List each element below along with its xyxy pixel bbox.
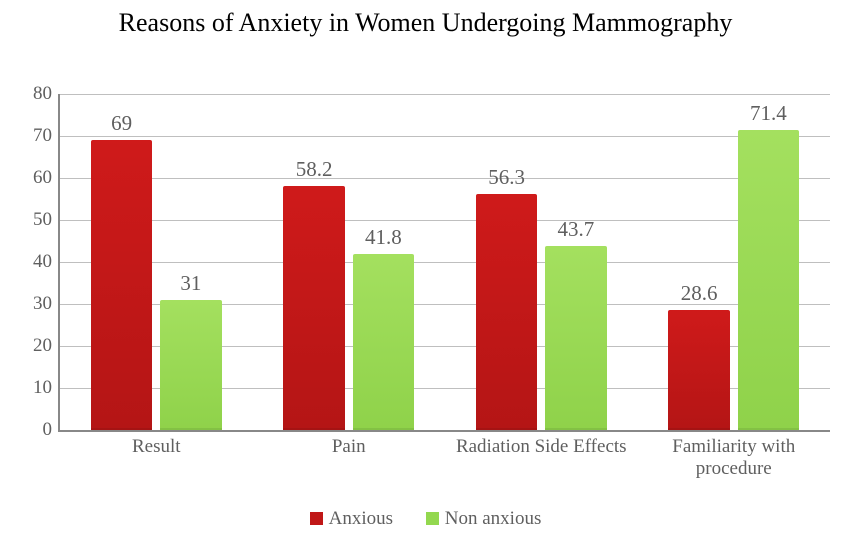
chart-title-text: Reasons of Anxiety in Women Undergoing M… xyxy=(119,8,733,37)
ytick-label: 0 xyxy=(43,419,61,441)
xtick-label: Pain xyxy=(257,430,440,458)
bar-non-anxious: 41.8 xyxy=(353,254,415,430)
bar-value-label: 31 xyxy=(180,271,201,300)
ytick-label: 50 xyxy=(33,209,60,231)
ytick-label: 20 xyxy=(33,335,60,357)
bar-anxious: 58.2 xyxy=(283,186,345,430)
bar-anxious: 28.6 xyxy=(668,310,730,430)
bar-anxious: 56.3 xyxy=(476,194,538,430)
bar-value-label: 69 xyxy=(111,111,132,140)
ytick-label: 10 xyxy=(33,377,60,399)
ytick-label: 80 xyxy=(33,83,60,105)
xtick-label: Radiation Side Effects xyxy=(450,430,633,458)
legend-label-anxious: Anxious xyxy=(329,508,393,529)
ytick-label: 30 xyxy=(33,293,60,315)
chart-title: Reasons of Anxiety in Women Undergoing M… xyxy=(0,8,851,38)
bar-value-label: 71.4 xyxy=(750,101,787,130)
bar-value-label: 56.3 xyxy=(488,165,525,194)
legend-swatch-non-anxious xyxy=(426,512,439,525)
bar-value-label: 58.2 xyxy=(296,157,333,186)
gridline xyxy=(60,220,830,221)
legend-swatch-anxious xyxy=(310,512,323,525)
bar-non-anxious: 43.7 xyxy=(545,246,607,430)
chart-container: Reasons of Anxiety in Women Undergoing M… xyxy=(0,0,851,539)
xtick-label: Result xyxy=(65,430,248,458)
legend-label-non-anxious: Non anxious xyxy=(445,508,542,529)
ytick-label: 40 xyxy=(33,251,60,273)
bar-non-anxious: 71.4 xyxy=(738,130,800,430)
gridline xyxy=(60,136,830,137)
bar-value-label: 43.7 xyxy=(558,217,595,246)
bar-value-label: 41.8 xyxy=(365,225,402,254)
bar-anxious: 69 xyxy=(91,140,153,430)
gridline xyxy=(60,262,830,263)
legend-item-anxious: Anxious xyxy=(310,508,393,530)
ytick-label: 70 xyxy=(33,125,60,147)
gridline xyxy=(60,94,830,95)
ytick-label: 60 xyxy=(33,167,60,189)
legend-item-non-anxious: Non anxious xyxy=(426,508,542,530)
bar-value-label: 28.6 xyxy=(681,281,718,310)
legend: Anxious Non anxious xyxy=(0,508,851,530)
bar-non-anxious: 31 xyxy=(160,300,222,430)
plot-area: 010203040506070806931Result58.241.8Pain5… xyxy=(58,94,830,432)
xtick-label: Familiarity with procedure xyxy=(642,430,825,480)
gridline xyxy=(60,178,830,179)
